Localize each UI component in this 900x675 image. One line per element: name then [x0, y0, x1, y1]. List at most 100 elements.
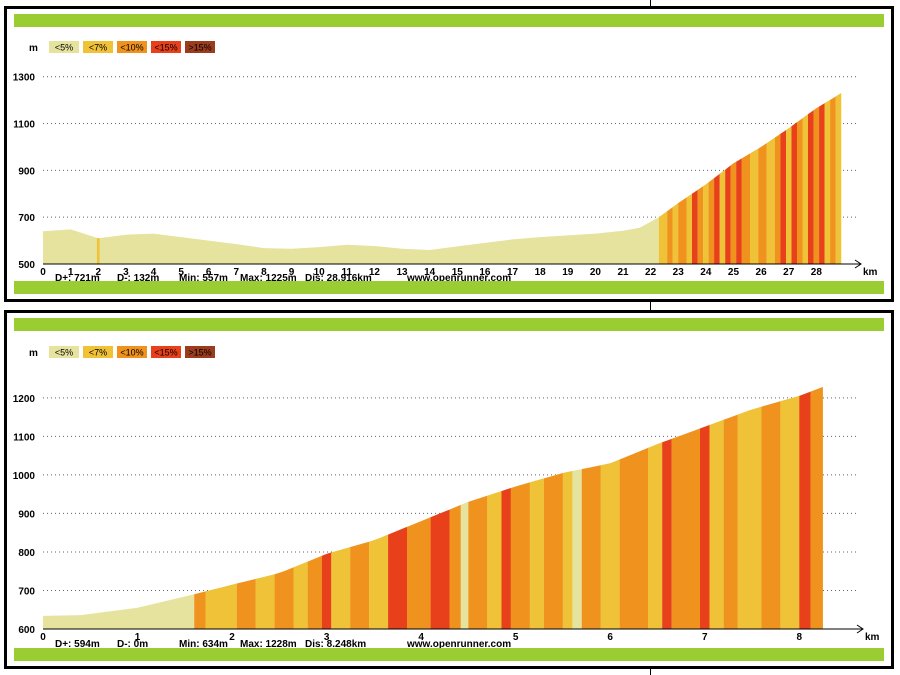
- slope-segment: [799, 391, 811, 629]
- slope-segment: [819, 103, 825, 264]
- slope-segment: [774, 133, 781, 264]
- slope-segment: [544, 473, 563, 629]
- slope-segment: [430, 509, 450, 629]
- x-tick-label: 9: [289, 267, 295, 278]
- x-axis-unit: km: [863, 267, 878, 278]
- slope-segment: [648, 442, 663, 629]
- x-tick-label: 2: [95, 267, 101, 278]
- slope-segment: [824, 99, 831, 265]
- slope-segment: [572, 469, 582, 629]
- legend-swatch: [117, 41, 147, 53]
- slope-segment: [529, 478, 544, 629]
- x-tick-label: 3: [123, 267, 129, 278]
- legend-swatch: [83, 41, 113, 53]
- slope-segment: [321, 552, 332, 629]
- slope-segment: [723, 414, 738, 629]
- slope-segment: [487, 491, 502, 629]
- slope-segment: [780, 130, 786, 264]
- slope-segment: [331, 547, 351, 629]
- slope-segment: [255, 574, 275, 629]
- header-bar: [14, 14, 884, 27]
- slope-segment: [835, 93, 842, 264]
- legend-swatch: [83, 346, 113, 358]
- slope-segment: [700, 425, 710, 629]
- slope-segment: [662, 438, 672, 629]
- cut-line: [650, 667, 651, 675]
- slope-segment: [741, 153, 750, 264]
- slope-segment: [274, 567, 294, 629]
- elevation-chart-2: <5% <7% <10% <15% >15% m 600 700 800 900 1000 1100 1…: [13, 346, 880, 650]
- x-tick-label: 8: [796, 632, 802, 643]
- x-tick-label: 7: [702, 632, 708, 643]
- slope-segment: [709, 419, 724, 629]
- slope-segment: [658, 211, 668, 264]
- slope-segment: [714, 173, 720, 264]
- x-tick-label: 28: [811, 267, 823, 278]
- slope-segment: [703, 182, 709, 264]
- x-tick-label: 11: [342, 267, 353, 278]
- stat-dis: Dis: 8.248km: [305, 639, 366, 650]
- y-tick-label: 1100: [13, 432, 35, 443]
- y-tick-label: 1200: [13, 394, 36, 405]
- stat-d-minus: D-: 132m: [117, 273, 159, 284]
- slope-segment: [407, 517, 431, 629]
- y-tick-label: 1300: [13, 73, 36, 84]
- slope-segment: [678, 197, 687, 264]
- legend-label: <5%: [55, 348, 73, 358]
- legend-label: <5%: [55, 43, 73, 53]
- slope-segment: [786, 126, 792, 264]
- legend-label: <10%: [120, 348, 143, 358]
- x-tick-label: 25: [728, 267, 740, 278]
- slope-segment: [388, 526, 407, 629]
- x-tick-label: 10: [314, 267, 326, 278]
- slope-segment: [730, 161, 737, 264]
- slope-segment: [697, 186, 704, 264]
- stat-site: www.openrunner.com: [406, 639, 511, 650]
- stat-d-plus: D+: 594m: [55, 639, 100, 650]
- slope-segment: [686, 193, 692, 264]
- legend-label: <15%: [154, 43, 177, 53]
- slope-segment: [293, 561, 308, 629]
- x-tick-label: 20: [590, 267, 602, 278]
- slope-segment: [737, 406, 762, 629]
- slope-segment: [813, 106, 820, 264]
- x-tick-label: 6: [206, 267, 212, 278]
- x-axis-arrow: [854, 259, 862, 269]
- x-tick-label: 19: [562, 267, 574, 278]
- y-axis-unit: m: [29, 43, 38, 54]
- slope-segment: [307, 555, 322, 629]
- x-tick-label: 24: [700, 267, 712, 278]
- x-axis-unit: km: [865, 632, 880, 643]
- elevation-profile-panel-2: <5% <7% <10% <15% >15% m 600 700 800 900 1000 1100 1…: [4, 310, 894, 669]
- x-tick-label: 4: [418, 632, 424, 643]
- slope-segment: [725, 165, 731, 264]
- legend-swatch: [49, 346, 79, 358]
- stat-dis: Dis: 28.916km: [305, 273, 372, 284]
- slope-segment: [810, 387, 823, 629]
- stat-d-minus: D-: 0m: [117, 639, 148, 650]
- x-tick-label: 3: [324, 632, 330, 643]
- legend-label: <15%: [154, 348, 177, 358]
- header-bar: [14, 318, 884, 331]
- x-tick-label: 18: [535, 267, 547, 278]
- slope-segment: [808, 110, 814, 264]
- legend-swatch: [185, 41, 215, 53]
- slope-segment: [562, 471, 573, 629]
- slope-segment: [619, 447, 648, 629]
- slope-segment: [750, 148, 759, 264]
- stat-d-plus: D+: 721m: [55, 273, 100, 284]
- x-tick-label: 5: [178, 267, 184, 278]
- stat-min: Min: 634m: [179, 639, 228, 650]
- legend-label: >15%: [188, 43, 211, 53]
- legend-swatch: [49, 41, 79, 53]
- x-tick-label: 4: [151, 267, 157, 278]
- slope-segment: [672, 203, 679, 264]
- slope-segment: [708, 178, 715, 264]
- slope-segment: [96, 237, 100, 264]
- x-tick-label: 12: [369, 267, 381, 278]
- x-tick-label: 5: [513, 632, 519, 643]
- x-tick-label: 23: [673, 267, 685, 278]
- y-axis-unit: m: [29, 348, 38, 359]
- slope-segment: [667, 207, 673, 264]
- slope-segment: [194, 591, 206, 629]
